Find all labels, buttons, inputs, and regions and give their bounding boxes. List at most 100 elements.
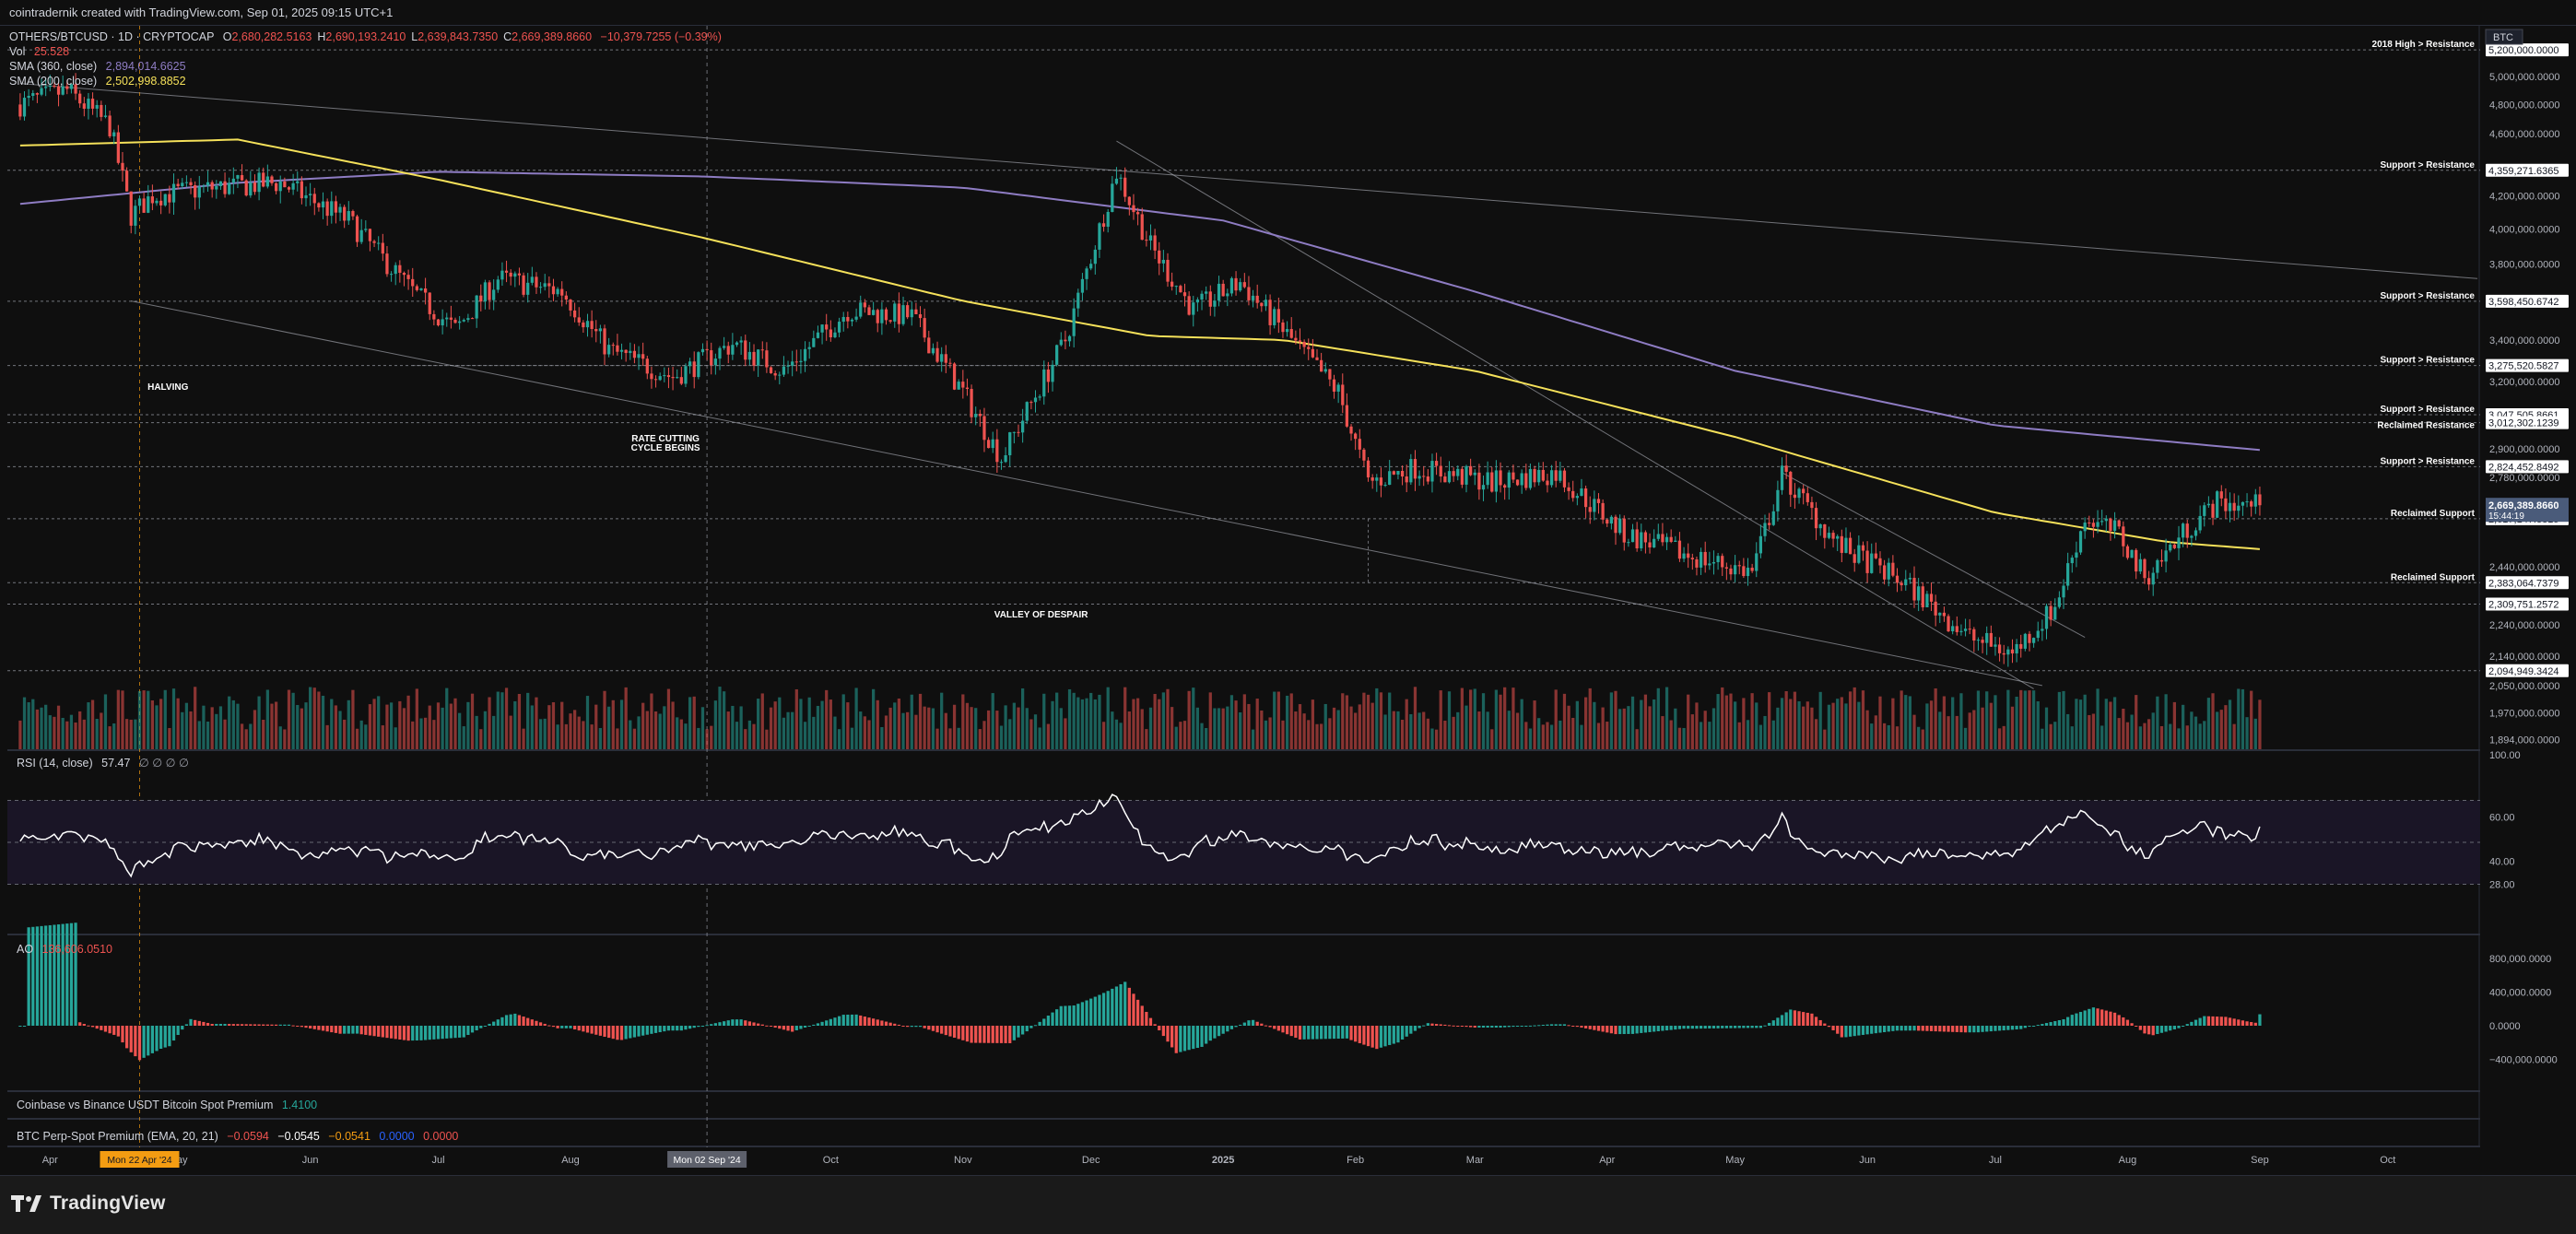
- ao-bar: [999, 1026, 1004, 1043]
- tradingview-logo[interactable]: TradingView: [11, 1193, 166, 1215]
- ao-bar: [142, 1026, 146, 1058]
- ao-bar: [927, 1026, 931, 1030]
- legend-vol-value: 25.528: [33, 45, 70, 58]
- ao-bar: [637, 1026, 641, 1037]
- candle-body: [1273, 309, 1276, 325]
- volume-bar: [1733, 701, 1737, 749]
- candle-body: [564, 295, 568, 300]
- legend-ohlc-key-o: O: [222, 30, 232, 43]
- candle-body: [436, 319, 441, 326]
- ao-bar: [616, 1026, 619, 1040]
- level-price-tag-label: 2,383,064.7379: [2488, 578, 2558, 589]
- volume-bar: [1456, 711, 1460, 749]
- ao-bar: [1887, 1026, 1890, 1032]
- ao-bar: [812, 1024, 816, 1026]
- ao-bar: [1221, 1026, 1225, 1034]
- ao-bar: [1511, 1026, 1515, 1028]
- time-marker-label: Mon 22 Apr '24: [107, 1155, 171, 1166]
- volume-bar: [423, 717, 428, 749]
- volume-bar: [1831, 702, 1835, 749]
- volume-bar: [2010, 706, 2015, 749]
- volume-bar: [1477, 711, 1481, 749]
- volume-bar: [1716, 694, 1720, 749]
- rsi-label[interactable]: RSI (14, close): [17, 757, 93, 770]
- ao-bar: [1434, 1024, 1439, 1026]
- candle-body: [863, 302, 866, 308]
- legend-vol-label[interactable]: Vol: [9, 45, 26, 58]
- candle-body: [1742, 566, 1746, 577]
- coinbase-premium-label[interactable]: Coinbase vs Binance USDT Bitcoin Spot Pr…: [17, 1099, 274, 1111]
- volume-bar: [210, 707, 214, 749]
- price-tick-label: 3,400,000.0000: [2489, 335, 2559, 347]
- price-tick-label: 2,140,000.0000: [2489, 652, 2559, 663]
- candle-body: [1260, 302, 1264, 307]
- volume-bar: [1588, 688, 1592, 749]
- volume-bar: [61, 717, 65, 749]
- ao-bar: [1601, 1026, 1605, 1032]
- volume-bar: [1546, 722, 1549, 749]
- volume-bar: [168, 728, 171, 749]
- legend-sma360-label[interactable]: SMA (360, close): [9, 60, 98, 73]
- candle-body: [1161, 259, 1165, 264]
- volume-bar: [338, 711, 342, 749]
- candle-body: [1341, 384, 1345, 405]
- ao-bar: [419, 1026, 423, 1040]
- ao-bar: [1985, 1026, 1989, 1032]
- ao-bar: [1379, 1026, 1383, 1048]
- candle-body: [1541, 469, 1545, 481]
- volume-bar: [1067, 688, 1072, 749]
- candle-body: [283, 181, 287, 188]
- candle-body: [619, 349, 624, 352]
- volume-bar: [2250, 690, 2253, 749]
- legend-sma200-label[interactable]: SMA (200, close): [9, 75, 98, 88]
- ao-label[interactable]: AO: [17, 943, 34, 956]
- volume-bar: [381, 725, 384, 749]
- legend-ohlc-key-h: H: [317, 30, 326, 43]
- candle-body: [2151, 572, 2155, 585]
- candle-body: [78, 93, 82, 104]
- ao-bar: [1674, 1026, 1677, 1030]
- perp-premium-label[interactable]: BTC Perp-Spot Premium (EMA, 20, 21): [17, 1130, 218, 1143]
- ao-bar: [1251, 1019, 1255, 1026]
- volume-bar: [513, 700, 517, 749]
- volume-bar: [2177, 728, 2181, 749]
- volume-bar: [1328, 718, 1332, 749]
- ao-bar: [760, 1024, 764, 1026]
- ao-bar: [334, 1026, 338, 1033]
- volume-bar: [1912, 714, 1916, 749]
- candle-body: [1072, 308, 1076, 336]
- candle-body: [718, 347, 722, 359]
- ao-bar: [1392, 1026, 1395, 1044]
- candle-body: [1200, 293, 1204, 300]
- volume-bar: [1285, 695, 1289, 749]
- candle-body: [134, 206, 137, 226]
- candle-body: [854, 316, 858, 320]
- ao-bar: [1708, 1026, 1711, 1028]
- candle-body: [837, 322, 841, 333]
- ao-bar: [283, 1024, 287, 1026]
- ao-bar: [1456, 1026, 1460, 1027]
- chart-area[interactable]: 2018 High > Resistance Support > Resistan…: [7, 26, 2576, 1175]
- candle-body: [2219, 491, 2223, 499]
- volume-bar: [1251, 729, 1255, 749]
- candle-body: [1132, 205, 1135, 213]
- volume-bar: [692, 696, 696, 749]
- candle-body: [872, 310, 876, 315]
- volume-bar: [1687, 694, 1690, 749]
- candle-body: [2169, 544, 2172, 551]
- candle-body: [355, 216, 359, 242]
- ao-bar: [803, 1026, 807, 1028]
- candle-body: [1853, 554, 1856, 563]
- ao-bar: [462, 1026, 465, 1038]
- volume-bar: [1917, 726, 1921, 749]
- ao-bar: [1298, 1026, 1302, 1040]
- price-axis: 5,000,000.00004,800,000.00004,600,000.00…: [2480, 26, 2576, 1147]
- ao-bar: [1358, 1026, 1361, 1043]
- level-label: 2018 High > Resistance: [2372, 40, 2476, 50]
- volume-bar: [312, 688, 316, 749]
- candle-body: [398, 264, 402, 274]
- legend-symbol[interactable]: OTHERS/BTCUSD · 1D · CRYPTOCAP: [9, 30, 215, 43]
- candle-body: [95, 104, 99, 109]
